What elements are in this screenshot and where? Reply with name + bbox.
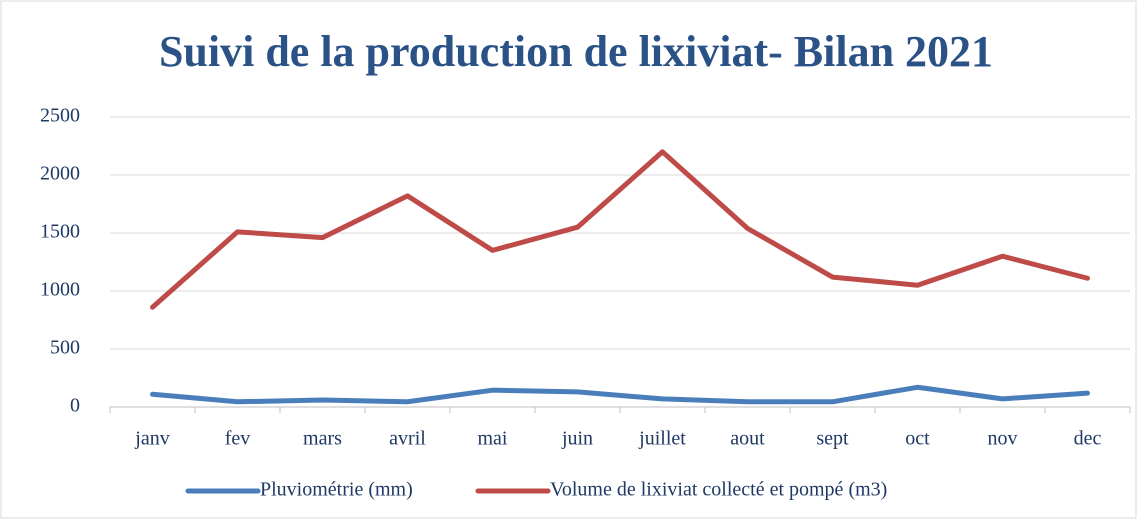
x-tick-label: janv bbox=[134, 428, 169, 450]
x-tick-label: mars bbox=[303, 428, 342, 450]
x-tick-label: juillet bbox=[638, 428, 686, 450]
y-tick-label: 2000 bbox=[40, 163, 80, 185]
x-tick-label: dec bbox=[1074, 428, 1102, 450]
series-line bbox=[150, 149, 1090, 310]
chart-title: Suivi de la production de lixiviat- Bila… bbox=[159, 27, 993, 76]
y-tick-label: 2500 bbox=[40, 105, 80, 127]
x-tick-label: avril bbox=[389, 428, 426, 450]
x-tick-label: juin bbox=[561, 428, 593, 450]
y-tick-label: 1500 bbox=[40, 221, 80, 243]
y-tick-label: 0 bbox=[70, 395, 80, 417]
x-tick-label: sept bbox=[816, 428, 849, 450]
x-tick-label: aout bbox=[730, 428, 765, 450]
series-line bbox=[150, 384, 1090, 405]
x-tick-label: mai bbox=[478, 428, 508, 450]
x-tick-label: nov bbox=[988, 428, 1018, 450]
y-tick-label: 1000 bbox=[40, 279, 80, 301]
y-tick-label: 500 bbox=[50, 337, 80, 359]
x-tick-label: fev bbox=[225, 428, 251, 450]
x-tick-label: oct bbox=[905, 428, 930, 450]
legend-label: Pluviométrie (mm) bbox=[260, 479, 413, 501]
legend-label: Volume de lixiviat collecté et pompé (m3… bbox=[550, 479, 887, 501]
